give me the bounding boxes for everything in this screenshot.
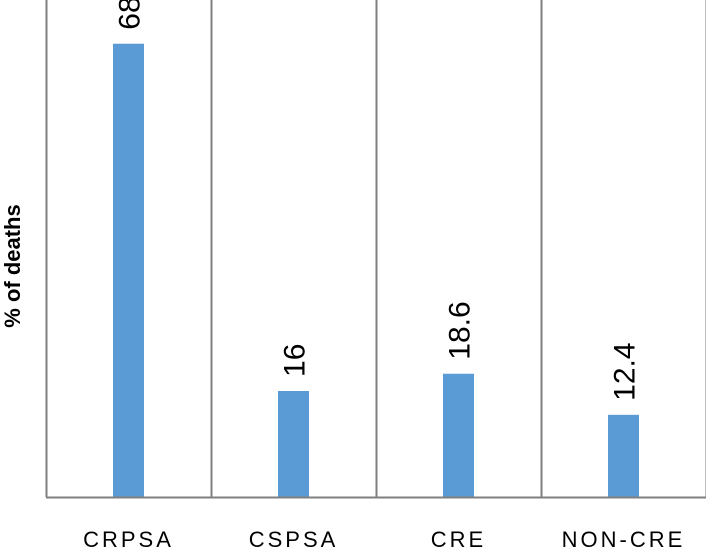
category-axis-labels: CRPSA CSPSA CRE NON-CRE xyxy=(83,527,686,552)
category-label-crpsa: CRPSA xyxy=(83,527,174,552)
category-label-cre: CRE xyxy=(431,527,486,552)
data-label-crpsa: 68.4 xyxy=(114,0,147,30)
data-label-non-cre: 12.4 xyxy=(609,342,642,400)
data-labels: 68.4 16 18.6 12.4 xyxy=(114,0,642,401)
data-label-cre: 18.6 xyxy=(444,301,477,359)
category-label-cspsa: CSPSA xyxy=(249,527,339,552)
data-label-cspsa: 16 xyxy=(279,344,312,377)
category-label-non-cre: NON-CRE xyxy=(562,527,686,552)
bar-non-cre xyxy=(608,414,639,497)
category-separators xyxy=(45,0,706,497)
bar-cre xyxy=(443,373,474,497)
bar-crpsa xyxy=(113,43,144,498)
y-axis-title: % of deaths xyxy=(0,204,25,327)
bar-cspsa xyxy=(278,390,309,497)
bar-series xyxy=(113,43,639,498)
